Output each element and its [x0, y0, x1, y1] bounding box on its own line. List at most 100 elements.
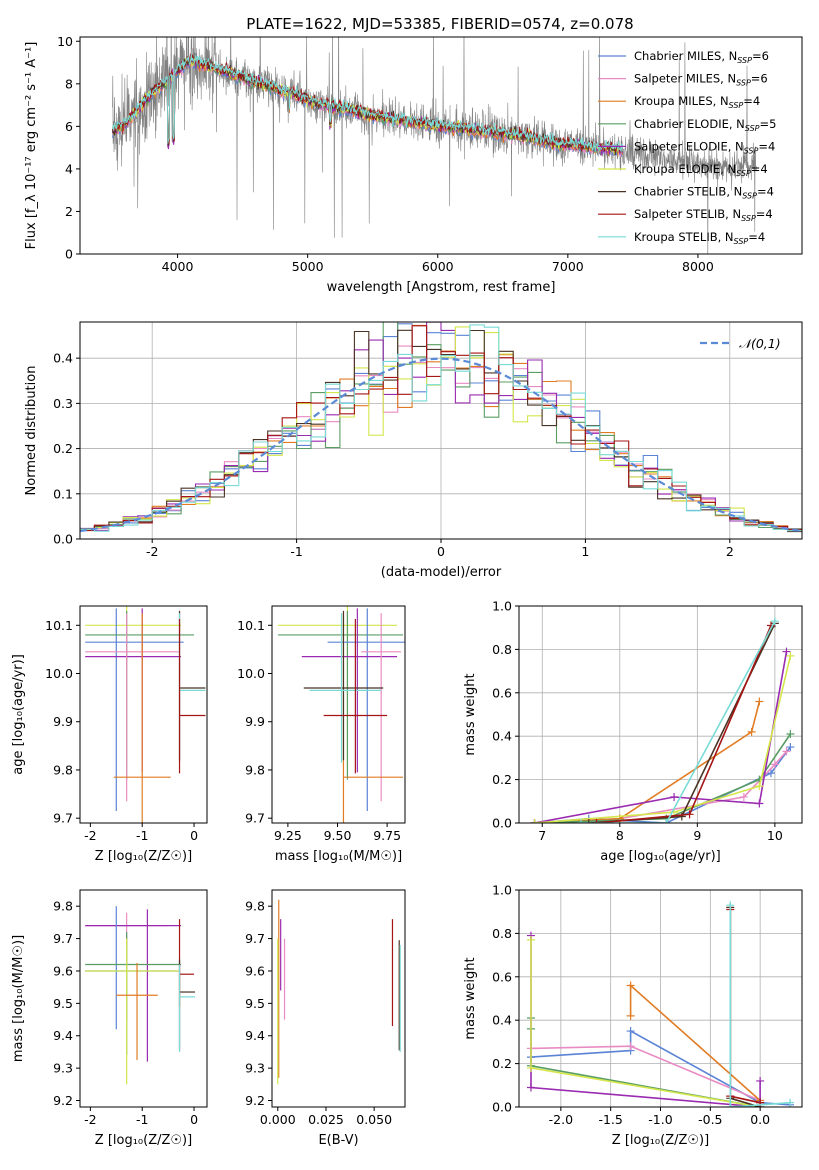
x-tick-label: 9.75	[373, 828, 401, 843]
weight-point-marker	[726, 901, 735, 910]
weight-point-marker	[526, 935, 535, 944]
x-axis-label: wavelength [Angstrom, rest frame]	[327, 280, 556, 295]
y-tick-label: 9.7	[53, 931, 73, 946]
x-tick-label: -2	[84, 1112, 96, 1127]
x-tick-label: 8	[616, 828, 624, 843]
axes-weight-vs-age: 7 8 9 10 0.0 0.2 0.4 0.6 0.8 1.0 age [log₁₀(age/yr…	[463, 599, 803, 864]
weight-point-marker	[592, 819, 601, 823]
x-tick-label: 9.50	[324, 828, 352, 843]
y-tick-label: 10.0	[45, 666, 73, 681]
y-tick-label: 9.8	[245, 762, 265, 777]
plot-area	[85, 606, 206, 823]
y-tick-label: 9.8	[53, 899, 73, 914]
legend-label: Chabrier MILES, NSSP=6	[634, 49, 769, 65]
weight-point-marker	[626, 981, 635, 990]
y-tick-label: 10.1	[237, 618, 265, 633]
weight-series-line	[629, 983, 761, 1102]
weight-point-marker	[584, 819, 593, 823]
weight-series-line	[534, 750, 788, 823]
y-tick-label: 0.4	[492, 1013, 512, 1028]
normal-pdf-line	[80, 357, 802, 533]
weight-point-marker	[755, 697, 764, 706]
x-tick-label: 0	[437, 544, 445, 559]
axes-frame	[271, 889, 406, 1108]
x-tick-label: 5000	[292, 259, 324, 274]
y-tick-label: 10	[57, 34, 73, 49]
y-tick-label: 0.8	[492, 642, 512, 657]
y-tick-label: 9.9	[53, 714, 73, 729]
data-spectrum	[112, 37, 757, 254]
weight-series-line	[534, 701, 761, 823]
x-tick-label: 0	[190, 828, 198, 843]
y-tick-label: 9.5	[245, 996, 265, 1011]
x-axis-label: mass [log₁₀(M/M☉)]	[275, 849, 402, 864]
axes-mass-vs-ebv: 0.000 0.025 0.050 9.2 9.3 9.4 9.5 9.6 9.7 9.8 E(B-…	[245, 889, 406, 1148]
x-tick-label: 10	[767, 828, 783, 843]
axes-mass-vs-Z: -2 -1 0 9.2 9.3 9.4 9.5 9.6 9.7 9.8 Z [log₁₀(Z/Z☉)…	[11, 889, 208, 1148]
weight-point-marker	[626, 1027, 635, 1036]
y-axis-label: Flux [f_λ 10⁻¹⁷ erg cm⁻² s⁻¹ A⁻¹]	[24, 42, 39, 250]
x-tick-label: 9.25	[274, 828, 302, 843]
legend-label: 𝒩(0,1)	[739, 336, 781, 351]
y-tick-label: 0.4	[53, 351, 73, 366]
y-tick-label: 9.2	[53, 1093, 73, 1108]
weight-point-marker	[786, 730, 795, 739]
y-tick-label: 0.0	[53, 532, 73, 547]
weight-point-marker	[530, 819, 539, 823]
y-tick-label: 0	[65, 247, 73, 262]
x-axis-label: Z [log₁₀(Z/Z☉)]	[95, 849, 192, 864]
y-axis-label: Normed distribution	[24, 366, 39, 496]
y-tick-label: 9.4	[245, 1028, 265, 1043]
y-axis-label: mass weight	[463, 957, 478, 1039]
y-tick-label: 0.3	[53, 396, 73, 411]
weight-point-marker	[626, 1011, 635, 1020]
legend-label: Salpeter ELODIE, NSSP=4	[634, 139, 775, 155]
y-tick-label: 9.3	[53, 1061, 73, 1076]
x-tick-label: -2.0	[549, 1112, 573, 1127]
legend-label: Kroupa MILES, NSSP=4	[634, 94, 760, 110]
weight-point-marker	[747, 727, 756, 736]
legend-label: Kroupa STELIB, NSSP=4	[634, 230, 765, 246]
y-tick-label: 9.5	[53, 996, 73, 1011]
y-tick-label: 0.6	[492, 969, 512, 984]
y-tick-label: 0.6	[492, 685, 512, 700]
axes-weight-vs-Z: -2.0 -1.5 -1.0 -0.5 0.0 0.0 0.2 0.4 0.6 0.8 1.0 Z […	[463, 883, 803, 1148]
weight-point-marker	[782, 647, 791, 656]
weight-point-marker	[755, 782, 764, 791]
weight-point-marker	[526, 1063, 535, 1072]
plot-area	[85, 906, 196, 1085]
y-tick-label: 9.7	[245, 811, 265, 826]
y-tick-label: 9.8	[245, 899, 265, 914]
weight-point-marker	[770, 617, 779, 626]
residual-histogram	[80, 322, 802, 532]
x-tick-label: 7	[538, 828, 546, 843]
y-axis-label: mass weight	[463, 673, 478, 755]
x-tick-label: 4000	[162, 259, 194, 274]
y-tick-label: 9.7	[53, 811, 73, 826]
y-tick-label: 0.4	[492, 729, 512, 744]
legend-label: Kroupa ELODIE, NSSP=4	[634, 162, 768, 178]
x-tick-label: -2	[146, 544, 158, 559]
y-tick-label: 9.2	[245, 1093, 265, 1108]
weight-series-line	[729, 905, 791, 1107]
y-tick-label: 0.0	[492, 1100, 512, 1115]
legend-label: Chabrier ELODIE, NSSP=5	[634, 117, 776, 133]
y-tick-label: 9.6	[245, 963, 265, 978]
y-tick-label: 0.2	[492, 772, 512, 787]
y-tick-label: 9.6	[53, 963, 73, 978]
figure-title: PLATE=1622, MJD=53385, FIBERID=0574, z=0…	[246, 15, 633, 33]
y-tick-label: 0.8	[492, 926, 512, 941]
plot-area	[277, 899, 401, 1085]
weight-point-marker	[626, 1042, 635, 1051]
plot-area	[80, 322, 802, 533]
x-tick-label: -2	[84, 828, 96, 843]
y-tick-label: 0.1	[53, 486, 73, 501]
x-axis-label: Z [log₁₀(Z/Z☉)]	[95, 1133, 192, 1148]
y-tick-label: 10.0	[237, 666, 265, 681]
weight-point-marker	[786, 743, 795, 752]
weight-series-line	[596, 625, 772, 823]
y-tick-label: 9.7	[245, 931, 265, 946]
y-tick-label: 1.0	[492, 599, 512, 614]
y-tick-label: 1.0	[492, 883, 512, 898]
model-spectrum-line	[112, 54, 623, 153]
